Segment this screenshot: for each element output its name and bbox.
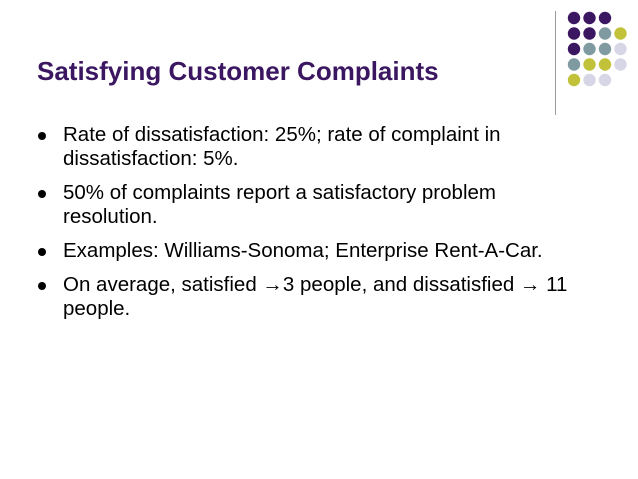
bullet-text: 50% of complaints report a satisfactory … — [63, 181, 496, 228]
bullet-text: Examples: Williams-Sonoma; Enterprise Re… — [63, 239, 543, 262]
bullet-item: On average, satisfied →3 people, and dis… — [38, 273, 568, 321]
decor-dot — [598, 11, 612, 25]
decor-dot — [583, 42, 596, 56]
decor-dot — [598, 58, 612, 71]
decor-dot — [614, 42, 627, 56]
decor-dot — [583, 58, 596, 71]
decor-dot — [583, 73, 596, 87]
bullet-list: Rate of dissatisfaction: 25%; rate of co… — [38, 123, 568, 331]
dot-grid-icon — [567, 11, 638, 91]
decor-dot — [614, 27, 627, 40]
decor-dot — [567, 11, 581, 25]
decor-dot — [598, 73, 612, 87]
decor-dot — [567, 73, 581, 87]
decor-dot — [598, 42, 612, 56]
decor-dot — [567, 42, 581, 56]
decor-dot — [614, 58, 627, 71]
bullet-text: On average, satisfied →3 people, and dis… — [63, 273, 568, 320]
decor-dot — [567, 58, 581, 71]
bullet-dot-icon — [38, 282, 46, 290]
title-divider-line — [555, 11, 556, 115]
bullet-text: Rate of dissatisfaction: 25%; rate of co… — [63, 123, 501, 170]
bullet-dot-icon — [38, 248, 46, 256]
decor-dot — [567, 27, 581, 40]
bullet-item: 50% of complaints report a satisfactory … — [38, 181, 568, 229]
bullet-item: Examples: Williams-Sonoma; Enterprise Re… — [38, 239, 568, 263]
decor-dot — [583, 11, 596, 25]
bullet-dot-icon — [38, 190, 46, 198]
slide-title: Satisfying Customer Complaints — [37, 56, 439, 86]
bullet-item: Rate of dissatisfaction: 25%; rate of co… — [38, 123, 568, 171]
dot-grid-graphic — [567, 11, 627, 87]
decor-dot — [598, 27, 612, 40]
bullet-dot-icon — [38, 132, 46, 140]
decor-dot — [583, 27, 596, 40]
